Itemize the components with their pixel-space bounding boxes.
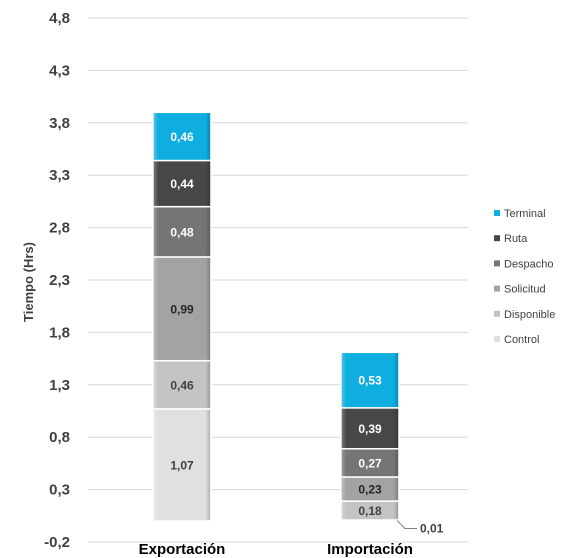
legend-label: Terminal bbox=[504, 208, 546, 220]
bar-bevel bbox=[154, 257, 210, 360]
data-label: 0,46 bbox=[170, 378, 194, 392]
y-tick-label: 1,3 bbox=[49, 377, 70, 394]
legend: Terminal Ruta Despacho Solicitud Disponible C… bbox=[494, 208, 555, 346]
data-label: 0,23 bbox=[358, 483, 382, 497]
bar-bevel bbox=[154, 361, 210, 408]
bar-segment-terminal-importacion bbox=[340, 351, 400, 409]
legend-label: Despacho bbox=[504, 258, 554, 270]
bar-segment-disponible-importacion bbox=[340, 500, 400, 521]
gridlines bbox=[88, 17, 468, 543]
bar-segment-disponible-exportacion bbox=[152, 359, 212, 410]
legend-swatch bbox=[494, 310, 500, 317]
bar-bevel bbox=[154, 409, 210, 521]
bar-bevel bbox=[154, 113, 210, 160]
bar-bevel bbox=[342, 353, 398, 407]
y-tick-label: 1,8 bbox=[49, 324, 70, 341]
bar-segment-despacho-importacion bbox=[340, 447, 400, 478]
bars bbox=[152, 111, 400, 522]
y-axis-title: Tiempo (Hrs) bbox=[21, 242, 36, 322]
y-tick-label: 2,3 bbox=[49, 272, 70, 289]
data-label: 0,27 bbox=[358, 456, 382, 470]
y-tick-label: 4,8 bbox=[49, 10, 70, 27]
y-tick-label: 0,8 bbox=[49, 429, 70, 446]
legend-item-disponible: Disponible bbox=[494, 309, 555, 321]
bar-segment-solicitud-exportacion bbox=[152, 256, 212, 362]
data-label: 0,46 bbox=[170, 130, 194, 144]
bar-bevel bbox=[342, 478, 398, 501]
legend-item-despacho: Despacho bbox=[494, 258, 554, 270]
bar-bevel bbox=[342, 502, 398, 519]
data-label: 0,18 bbox=[358, 504, 382, 518]
bar-segment-solicitud-importacion bbox=[340, 476, 400, 502]
legend-item-terminal: Terminal bbox=[494, 208, 546, 220]
y-tick-label: 3,3 bbox=[49, 167, 70, 184]
legend-label: Control bbox=[504, 334, 539, 346]
bar-bevel bbox=[342, 408, 398, 448]
data-label: 0,48 bbox=[170, 225, 194, 239]
bar-bevel bbox=[154, 207, 210, 256]
data-label: 0,39 bbox=[358, 422, 382, 436]
legend-swatch bbox=[494, 235, 500, 242]
bar-bevel bbox=[342, 449, 398, 477]
y-axis-tick-labels: -0,2 0,3 0,8 1,3 1,8 2,3 2,8 3,3 3,8 4,3 4,8 bbox=[44, 10, 70, 551]
y-tick-label: 3,8 bbox=[49, 115, 70, 132]
leader-line bbox=[396, 520, 417, 530]
legend-label: Disponible bbox=[504, 309, 555, 321]
legend-item-solicitud: Solicitud bbox=[494, 284, 546, 296]
legend-swatch bbox=[494, 336, 500, 342]
legend-swatch bbox=[494, 260, 500, 267]
bar-segment-ruta-importacion bbox=[340, 407, 400, 450]
y-tick-label: 4,3 bbox=[49, 62, 70, 79]
x-axis-category-labels: Exportación Importación bbox=[139, 541, 413, 558]
bar-bevel bbox=[154, 161, 210, 206]
bar-segment-despacho-exportacion bbox=[152, 205, 212, 258]
data-label: 0,01 bbox=[420, 522, 444, 536]
category-label-importacion: Importación bbox=[327, 541, 413, 558]
legend-label: Ruta bbox=[504, 233, 528, 245]
data-labels: 1,07 0,46 0,99 0,48 0,44 0,46 0,01 0,18 0,23 0,27… bbox=[170, 130, 443, 536]
data-label: 1,07 bbox=[170, 458, 194, 472]
y-tick-label: 0,3 bbox=[49, 482, 70, 499]
data-label: 0,44 bbox=[170, 177, 194, 191]
bar-segment-control-exportacion bbox=[152, 408, 212, 522]
bar-segment-terminal-exportacion bbox=[152, 111, 212, 162]
bar-segment-ruta-exportacion bbox=[152, 159, 212, 208]
legend-swatch bbox=[494, 285, 500, 292]
data-label: 0,99 bbox=[170, 302, 194, 316]
legend-item-control: Control bbox=[494, 334, 539, 346]
legend-item-ruta: Ruta bbox=[494, 233, 528, 245]
data-label: 0,53 bbox=[358, 374, 382, 388]
legend-swatch bbox=[494, 210, 500, 216]
legend-label: Solicitud bbox=[504, 284, 546, 296]
category-label-exportacion: Exportación bbox=[139, 541, 226, 558]
y-tick-label: -0,2 bbox=[44, 534, 70, 551]
y-tick-label: 2,8 bbox=[49, 220, 70, 237]
